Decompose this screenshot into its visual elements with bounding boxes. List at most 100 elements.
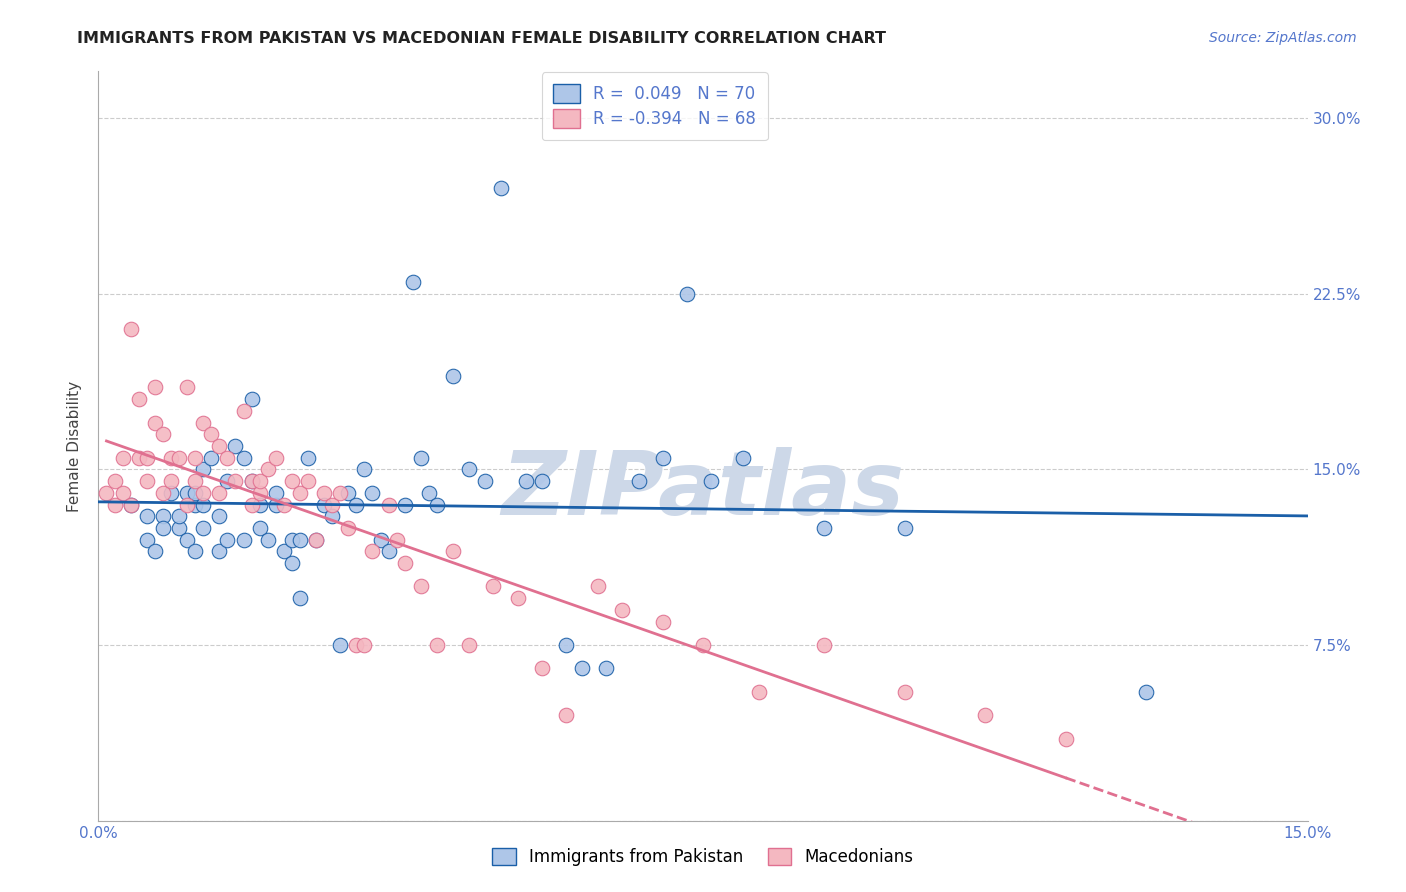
- Point: [135, 474, 157, 488]
- Point: [651, 450, 673, 465]
- Point: [184, 474, 207, 488]
- Point: [361, 485, 384, 500]
- Point: [160, 474, 183, 488]
- Point: [103, 498, 125, 512]
- Point: [273, 544, 295, 558]
- Point: [321, 509, 343, 524]
- Point: [329, 638, 352, 652]
- Point: [281, 533, 304, 547]
- Point: [184, 450, 207, 465]
- Point: [385, 533, 408, 547]
- Point: [103, 474, 125, 488]
- Point: [249, 498, 271, 512]
- Point: [256, 533, 278, 547]
- Point: [232, 533, 254, 547]
- Point: [515, 474, 537, 488]
- Point: [240, 392, 263, 407]
- Point: [176, 533, 198, 547]
- Point: [217, 474, 239, 488]
- Point: [426, 638, 449, 652]
- Point: [200, 450, 222, 465]
- Point: [530, 474, 553, 488]
- Point: [813, 521, 835, 535]
- Point: [160, 485, 183, 500]
- Point: [377, 544, 399, 558]
- Point: [676, 286, 699, 301]
- Point: [530, 661, 553, 675]
- Point: [193, 498, 215, 512]
- Point: [193, 485, 215, 500]
- Point: [651, 615, 673, 629]
- Point: [281, 474, 304, 488]
- Point: [224, 474, 246, 488]
- Point: [193, 521, 215, 535]
- Point: [402, 275, 425, 289]
- Point: [152, 521, 174, 535]
- Point: [152, 509, 174, 524]
- Point: [120, 322, 142, 336]
- Point: [692, 638, 714, 652]
- Point: [377, 498, 399, 512]
- Point: [506, 591, 529, 606]
- Point: [152, 427, 174, 442]
- Point: [361, 544, 384, 558]
- Point: [240, 474, 263, 488]
- Point: [143, 416, 166, 430]
- Point: [240, 474, 263, 488]
- Point: [167, 450, 190, 465]
- Point: [353, 638, 375, 652]
- Point: [167, 509, 190, 524]
- Point: [297, 474, 319, 488]
- Point: [555, 708, 578, 723]
- Point: [143, 544, 166, 558]
- Point: [193, 416, 215, 430]
- Point: [441, 544, 464, 558]
- Point: [974, 708, 997, 723]
- Point: [586, 580, 609, 594]
- Point: [458, 462, 481, 476]
- Point: [128, 450, 150, 465]
- Point: [240, 498, 263, 512]
- Point: [249, 485, 271, 500]
- Point: [813, 638, 835, 652]
- Point: [627, 474, 650, 488]
- Point: [474, 474, 496, 488]
- Point: [128, 392, 150, 407]
- Point: [176, 485, 198, 500]
- Point: [1054, 731, 1077, 746]
- Text: IMMIGRANTS FROM PAKISTAN VS MACEDONIAN FEMALE DISABILITY CORRELATION CHART: IMMIGRANTS FROM PAKISTAN VS MACEDONIAN F…: [77, 31, 886, 46]
- Point: [353, 462, 375, 476]
- Point: [394, 556, 416, 570]
- Point: [394, 498, 416, 512]
- Point: [337, 485, 360, 500]
- Point: [555, 638, 578, 652]
- Point: [305, 533, 328, 547]
- Point: [1135, 685, 1157, 699]
- Point: [329, 485, 352, 500]
- Point: [893, 521, 915, 535]
- Point: [160, 450, 183, 465]
- Legend: Immigrants from Pakistan, Macedonians: Immigrants from Pakistan, Macedonians: [484, 840, 922, 875]
- Y-axis label: Female Disability: Female Disability: [67, 380, 83, 512]
- Point: [249, 521, 271, 535]
- Point: [288, 485, 311, 500]
- Point: [256, 462, 278, 476]
- Text: ZIPatlas: ZIPatlas: [502, 448, 904, 534]
- Point: [264, 485, 287, 500]
- Point: [208, 509, 231, 524]
- Point: [176, 498, 198, 512]
- Point: [288, 533, 311, 547]
- Point: [208, 485, 231, 500]
- Point: [458, 638, 481, 652]
- Point: [184, 544, 207, 558]
- Point: [409, 580, 432, 594]
- Point: [249, 474, 271, 488]
- Point: [184, 498, 207, 512]
- Point: [217, 533, 239, 547]
- Point: [217, 450, 239, 465]
- Point: [264, 450, 287, 465]
- Point: [612, 603, 634, 617]
- Point: [370, 533, 392, 547]
- Point: [176, 380, 198, 394]
- Point: [111, 485, 134, 500]
